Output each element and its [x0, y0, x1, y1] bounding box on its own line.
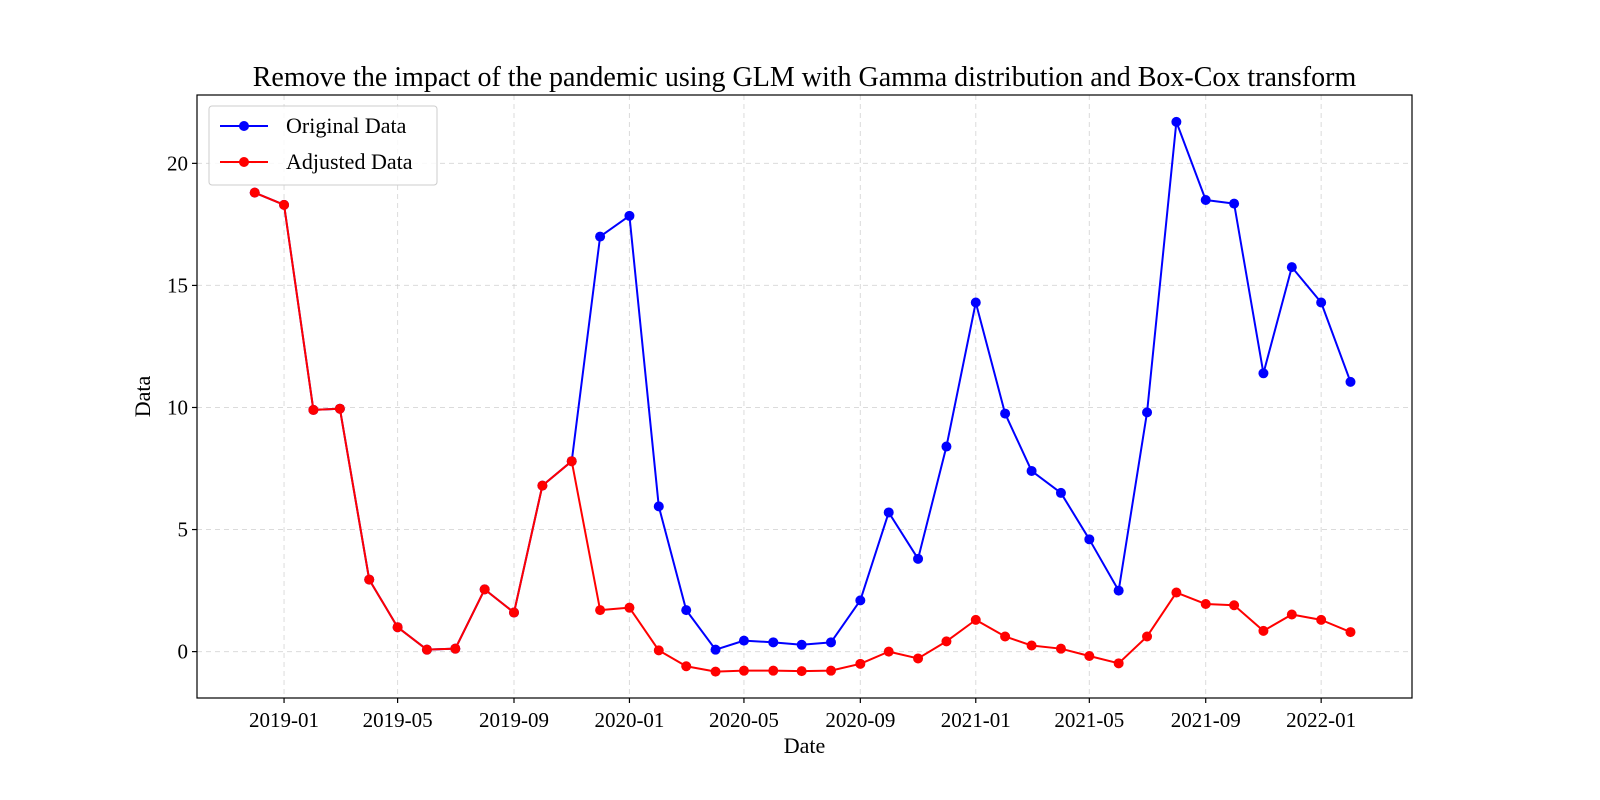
data-point — [1142, 407, 1153, 418]
plot-frame — [196, 94, 1413, 699]
data-point — [883, 507, 894, 518]
data-point — [1316, 297, 1327, 308]
data-point — [855, 658, 866, 669]
data-point — [508, 607, 519, 618]
data-point — [364, 574, 375, 585]
data-point — [1286, 262, 1297, 273]
data-point — [738, 635, 749, 646]
data-point — [1229, 198, 1240, 209]
data-point — [1084, 651, 1095, 662]
axis-ticks: 2019-01 2019-05 2019-09 2020-01 2020-05 2020-… — [167, 151, 1356, 732]
x-tick-label: 2021-05 — [1054, 708, 1124, 732]
data-point — [1142, 631, 1153, 642]
x-tick-label: 2019-01 — [249, 708, 319, 732]
data-point — [1026, 465, 1037, 476]
legend: Original Data Adjusted Data — [208, 105, 438, 186]
x-tick-label: 2020-05 — [709, 708, 779, 732]
data-point — [1258, 625, 1269, 636]
data-point — [1200, 194, 1211, 205]
series-line — [254, 191, 1351, 673]
x-tick-label: 2021-01 — [941, 708, 1011, 732]
y-tick-label: 0 — [178, 640, 189, 664]
data-point — [710, 644, 721, 655]
y-tick-label: 10 — [167, 395, 188, 419]
data-point — [1026, 640, 1037, 651]
data-point — [710, 666, 721, 677]
data-point — [1055, 643, 1066, 654]
data-point — [1113, 585, 1124, 596]
data-point — [566, 456, 577, 467]
data-point — [537, 480, 548, 491]
legend-swatch-marker — [239, 157, 249, 167]
series-line — [254, 120, 1352, 651]
data-point — [1171, 587, 1182, 598]
data-point — [1084, 534, 1095, 545]
data-point — [479, 584, 490, 595]
legend-label: Adjusted Data — [286, 149, 413, 174]
data-point — [1171, 116, 1182, 127]
data-point — [768, 665, 779, 676]
data-point — [970, 614, 981, 625]
data-point — [796, 666, 807, 677]
x-axis-label: Date — [784, 733, 826, 758]
x-tick-label: 2019-09 — [479, 708, 549, 732]
y-tick-label: 20 — [167, 151, 188, 175]
data-point — [450, 643, 461, 654]
data-point — [279, 199, 290, 210]
data-point — [392, 622, 403, 633]
data-point — [913, 553, 924, 564]
series-original-data — [249, 116, 1356, 655]
data-point — [855, 595, 866, 606]
data-point — [796, 639, 807, 650]
data-point — [421, 644, 432, 655]
data-point — [681, 661, 692, 672]
data-point — [1113, 658, 1124, 669]
data-point — [941, 441, 952, 452]
data-point — [941, 636, 952, 647]
x-tick-label: 2020-09 — [825, 708, 895, 732]
x-tick-label: 2019-05 — [363, 708, 433, 732]
data-point — [1345, 627, 1356, 638]
series-adjusted-data — [249, 187, 1356, 677]
data-point — [334, 403, 345, 414]
data-point — [595, 605, 606, 616]
data-point — [768, 637, 779, 648]
data-point — [595, 231, 606, 242]
data-point — [970, 297, 981, 308]
data-point — [681, 605, 692, 616]
data-point — [624, 210, 635, 221]
chart-title: Remove the impact of the pandemic using … — [253, 62, 1357, 93]
data-point — [825, 637, 836, 648]
x-tick-label: 2021-09 — [1171, 708, 1241, 732]
y-tick-label: 15 — [167, 273, 188, 297]
y-axis-label: Data — [130, 376, 155, 418]
data-point — [738, 665, 749, 676]
data-point — [1286, 609, 1297, 620]
x-tick-label: 2022-01 — [1286, 708, 1356, 732]
data-point — [1345, 376, 1356, 387]
data-point — [624, 602, 635, 613]
data-point — [1055, 487, 1066, 498]
legend-label: Original Data — [286, 113, 407, 138]
data-point — [1258, 368, 1269, 379]
data-point — [1316, 614, 1327, 625]
data-point — [1000, 408, 1011, 419]
data-point — [653, 645, 664, 656]
x-tick-label: 2020-01 — [594, 708, 664, 732]
data-point — [825, 665, 836, 676]
data-point — [883, 646, 894, 657]
data-point — [1000, 631, 1011, 642]
data-point — [1229, 600, 1240, 611]
series-layer — [249, 116, 1356, 677]
legend-swatch-marker — [239, 121, 249, 131]
data-point — [913, 653, 924, 664]
data-point — [249, 187, 260, 198]
y-tick-label: 5 — [178, 518, 189, 542]
data-point — [308, 404, 319, 415]
data-point — [1200, 599, 1211, 610]
data-point — [653, 501, 664, 512]
